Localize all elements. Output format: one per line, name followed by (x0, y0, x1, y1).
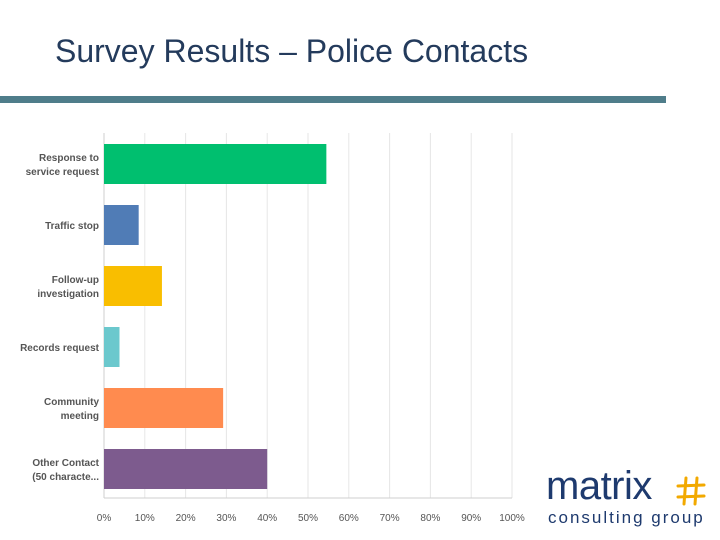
category-label: Traffic stop (45, 221, 99, 232)
bar (104, 327, 120, 367)
x-tick-label: 100% (499, 513, 525, 524)
bar (104, 266, 162, 306)
category-label: Other Contact (32, 458, 99, 469)
category-label: Community (44, 397, 99, 408)
bar (104, 388, 224, 428)
x-tick-label: 50% (298, 513, 318, 524)
category-label: investigation (37, 289, 99, 300)
category-label: meeting (61, 411, 99, 422)
grid-mark-icon (676, 476, 706, 506)
bar (104, 144, 327, 184)
logo-subtitle: consulting group (548, 508, 705, 527)
category-label: Follow-up (52, 275, 99, 286)
x-tick-label: 10% (135, 513, 155, 524)
bar (104, 205, 139, 245)
category-label: Records request (20, 343, 100, 354)
x-tick-label: 40% (257, 513, 277, 524)
x-tick-label: 80% (420, 513, 440, 524)
x-tick-label: 60% (339, 513, 359, 524)
logo-word: matrix (546, 464, 652, 508)
x-tick-label: 90% (461, 513, 481, 524)
category-label: service request (26, 167, 100, 178)
category-label: Response to (39, 153, 99, 164)
x-tick-label: 70% (380, 513, 400, 524)
category-label: (50 characte... (32, 472, 99, 483)
bar (104, 449, 268, 489)
x-tick-label: 20% (176, 513, 196, 524)
x-tick-label: 30% (216, 513, 236, 524)
matrix-logo: matrix consulting group (546, 464, 716, 532)
x-tick-label: 0% (97, 513, 112, 524)
slide-title: Survey Results – Police Contacts (55, 33, 529, 69)
title-divider (0, 96, 666, 103)
